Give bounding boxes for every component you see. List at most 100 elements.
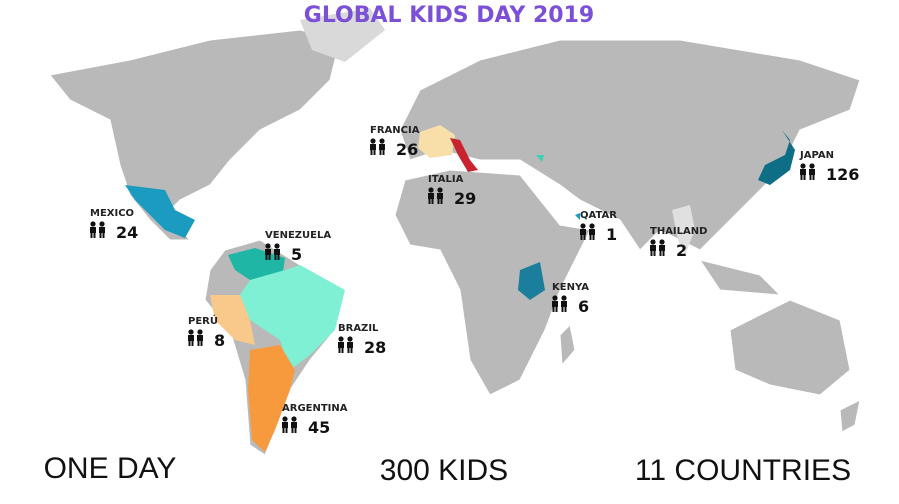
kid-icon — [379, 150, 382, 155]
country-label: THAILAND 2 — [650, 226, 707, 260]
kid-icon — [800, 163, 806, 169]
kid-icon — [294, 428, 297, 433]
kid-icon — [800, 175, 803, 180]
kid-icon — [650, 245, 656, 251]
kid-icon — [583, 235, 586, 240]
kid-icon — [379, 138, 385, 144]
kid-icon — [589, 223, 595, 229]
country-label: FRANCIA 26 — [370, 125, 420, 159]
kid-icon — [291, 422, 297, 428]
kid-icon — [812, 175, 815, 180]
kid-icon — [809, 163, 815, 169]
kid-icon — [347, 336, 353, 342]
kid-icon — [564, 307, 567, 312]
kid-icon — [347, 348, 350, 353]
kid-icon — [809, 169, 815, 175]
kid-icon — [291, 416, 297, 422]
country-name: ARGENTINA — [282, 403, 348, 414]
kid-icon — [428, 193, 434, 199]
kid-icon — [650, 239, 656, 245]
country-name: JAPAN — [799, 150, 834, 161]
kid-count: 45 — [308, 418, 330, 437]
kid-icon — [370, 138, 376, 144]
kid-icon — [277, 255, 280, 260]
kid-icon — [265, 249, 271, 255]
kid-count: 26 — [396, 140, 418, 159]
kid-icon — [93, 233, 96, 238]
kid-icon — [437, 193, 443, 199]
kid-count: 29 — [454, 189, 476, 208]
footer-text: 11 COUNTRIES — [635, 454, 851, 487]
kid-count: 126 — [826, 165, 859, 184]
kid-icon — [428, 187, 434, 193]
kid-icon — [561, 295, 567, 301]
kid-icon — [188, 329, 194, 335]
kid-icon — [580, 223, 586, 229]
kid-icon — [347, 342, 353, 348]
kid-icon — [580, 235, 583, 240]
kid-icon — [662, 251, 665, 256]
kid-icon — [561, 307, 564, 312]
country-name: KENYA — [552, 282, 589, 293]
kid-icon — [370, 144, 376, 150]
country-label: PERÚ 8 — [188, 314, 225, 350]
country-name: FRANCIA — [370, 125, 420, 136]
country-label: ITALIA 29 — [428, 174, 476, 208]
kid-icon — [90, 233, 93, 238]
kid-icon — [90, 227, 96, 233]
kid-icon — [589, 235, 592, 240]
kid-icon — [552, 295, 558, 301]
kid-icon — [370, 150, 373, 155]
country-name: PERÚ — [188, 314, 218, 327]
kid-icon — [555, 307, 558, 312]
kid-icon — [197, 341, 200, 346]
kid-icon — [800, 169, 806, 175]
kid-icon — [589, 229, 595, 235]
kid-icon — [338, 348, 341, 353]
kid-icon — [580, 229, 586, 235]
kid-icon — [282, 428, 285, 433]
kid-icon — [282, 422, 288, 428]
kid-icon — [265, 243, 271, 249]
kid-icon — [200, 341, 203, 346]
kid-count: 2 — [676, 241, 687, 260]
kid-icon — [99, 221, 105, 227]
kid-icon — [274, 255, 277, 260]
kid-icon — [197, 329, 203, 335]
kid-icon — [191, 341, 194, 346]
country-label: MEXICO 24 — [90, 208, 138, 242]
kid-icon — [338, 342, 344, 348]
kid-icon — [440, 199, 443, 204]
country-label: JAPAN 126 — [799, 150, 859, 184]
kid-icon — [274, 243, 280, 249]
kid-count: 1 — [606, 225, 617, 244]
kid-icon — [561, 301, 567, 307]
kid-icon — [428, 199, 431, 204]
kid-icon — [99, 233, 102, 238]
kid-icon — [809, 175, 812, 180]
kid-icon — [659, 245, 665, 251]
kid-icon — [659, 251, 662, 256]
kid-count: 6 — [578, 297, 589, 316]
kid-icon — [265, 255, 268, 260]
kid-icon — [659, 239, 665, 245]
kid-icon — [437, 199, 440, 204]
kid-icon — [653, 251, 656, 256]
kid-icon — [552, 301, 558, 307]
country-name: BRAZIL — [338, 323, 379, 334]
kid-icon — [188, 335, 194, 341]
kid-icon — [373, 150, 376, 155]
kid-icon — [592, 235, 595, 240]
kid-icon — [650, 251, 653, 256]
kid-icon — [341, 348, 344, 353]
country-label: ARGENTINA 45 — [282, 403, 348, 437]
country-name: VENEZUELA — [265, 230, 331, 241]
kid-icon — [282, 416, 288, 422]
kid-icon — [197, 335, 203, 341]
country-name: THAILAND — [650, 226, 707, 237]
country-label: BRAZIL 28 — [338, 323, 386, 357]
kid-icon — [379, 144, 385, 150]
kid-icon — [552, 307, 555, 312]
